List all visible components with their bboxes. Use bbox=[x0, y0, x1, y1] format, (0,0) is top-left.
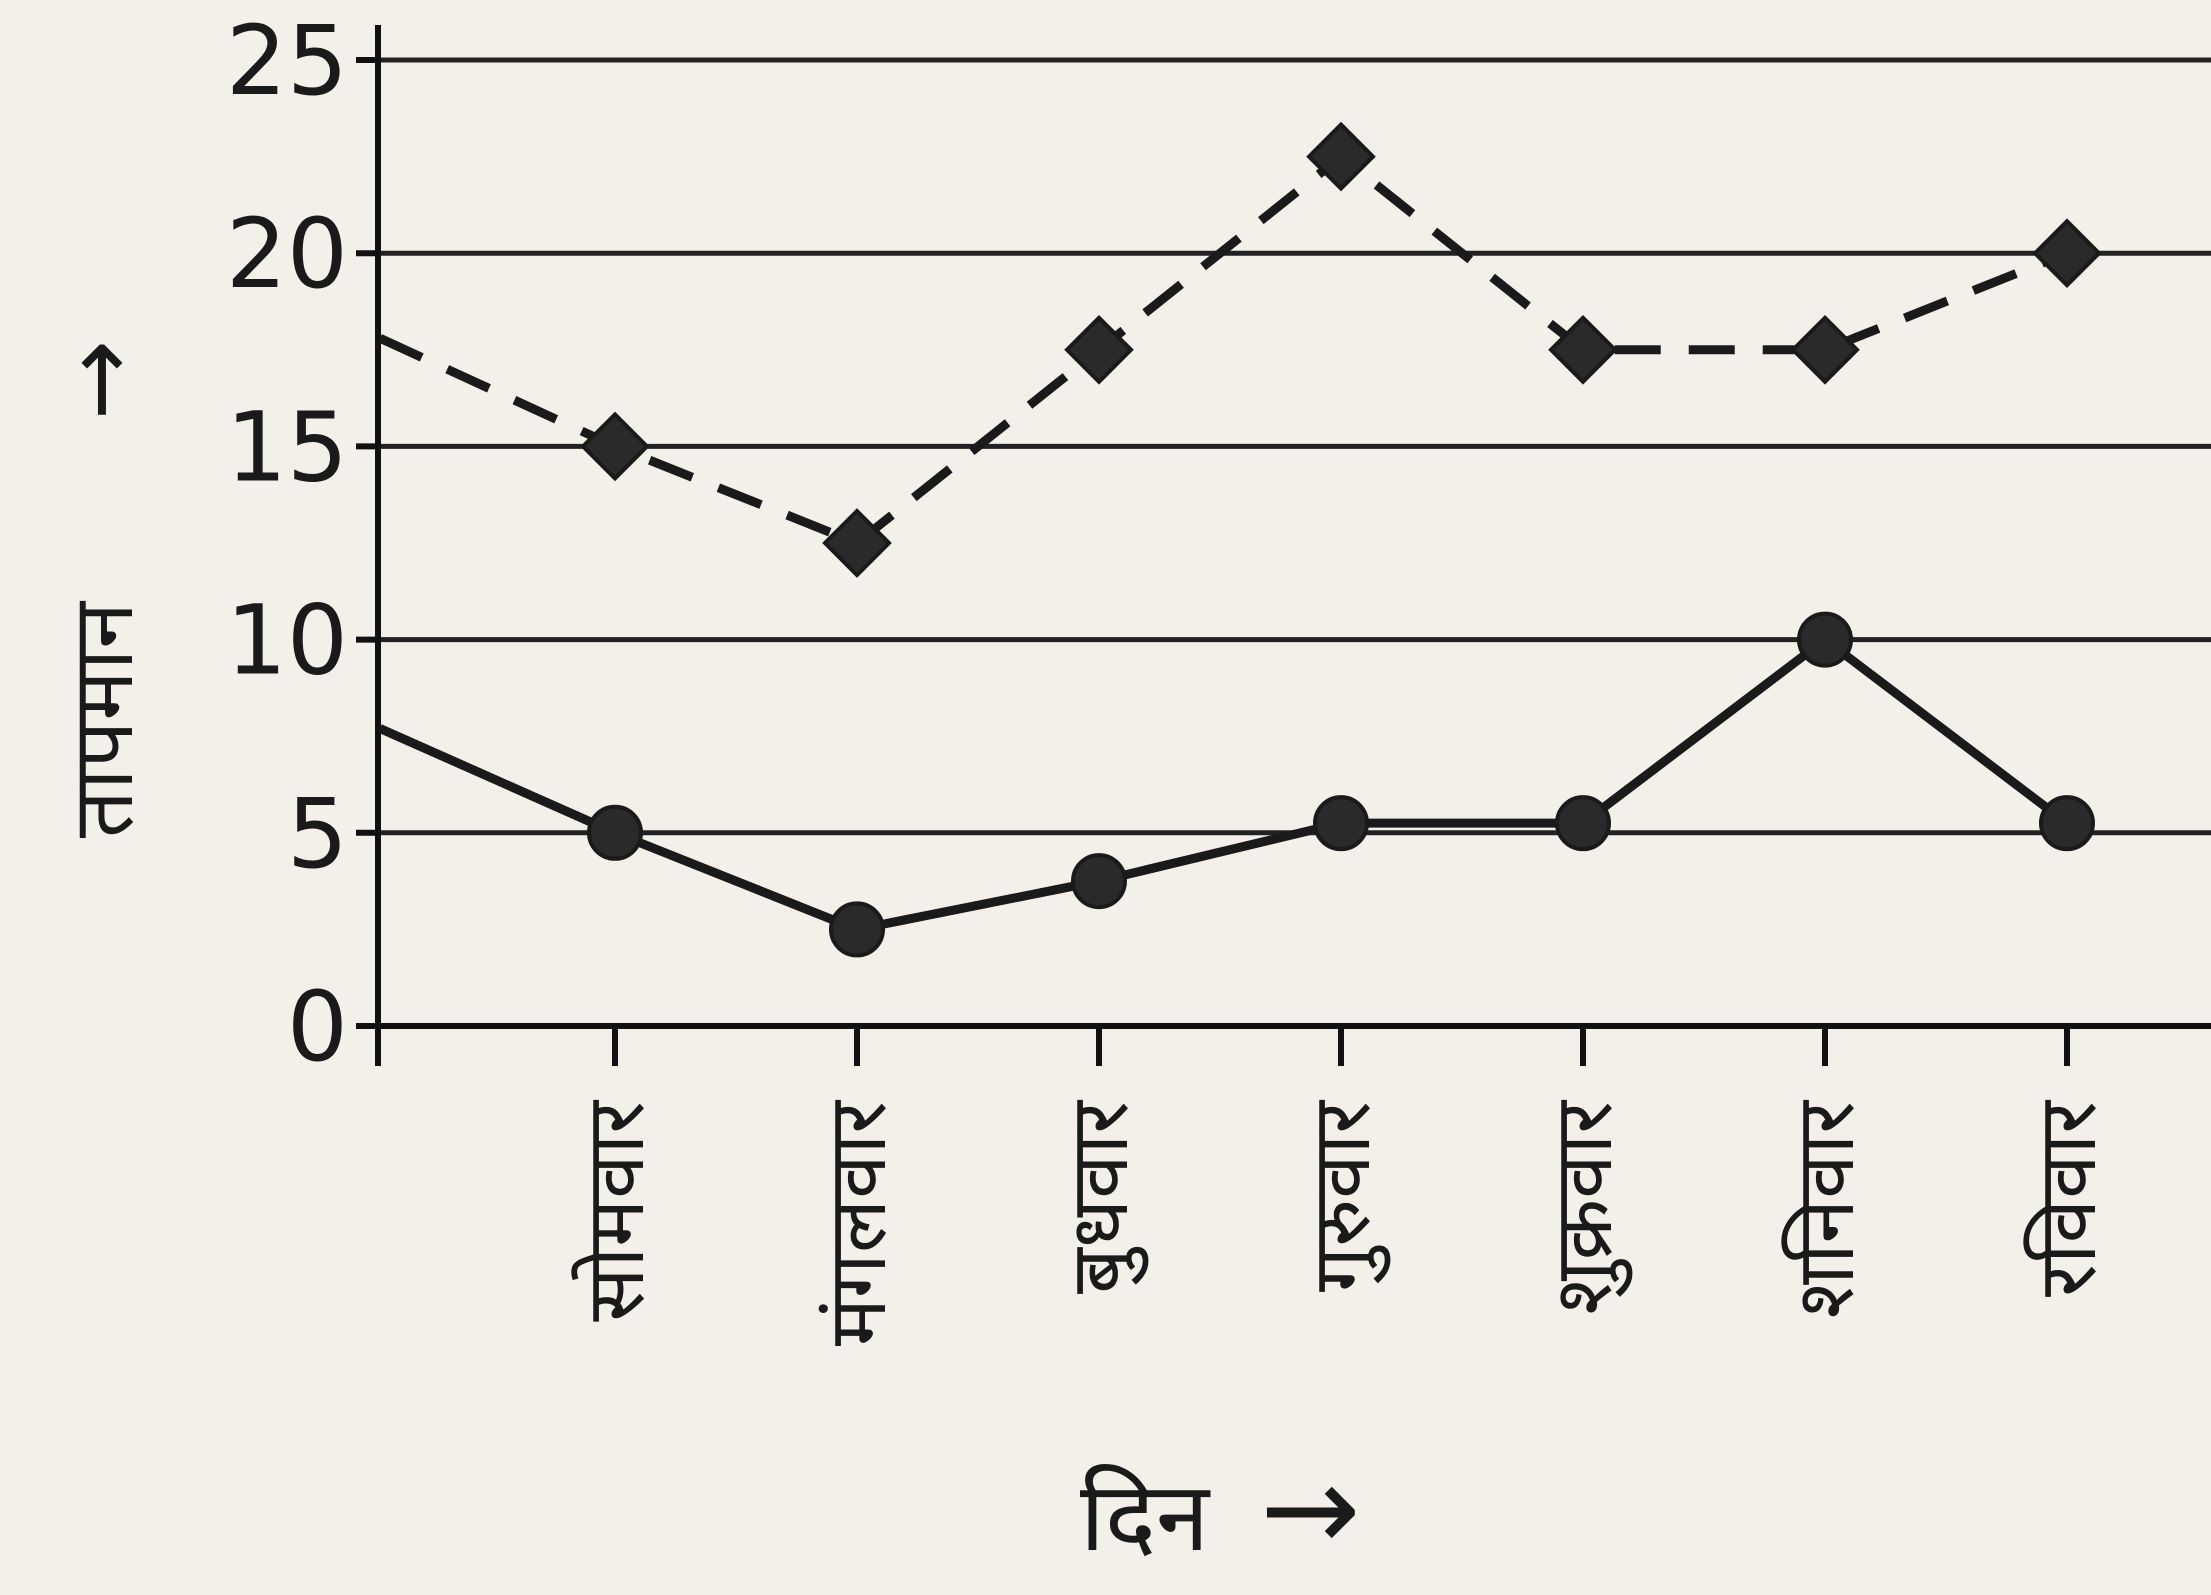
series-2-point-7 bbox=[2039, 795, 2095, 852]
series-2-point-5 bbox=[1555, 795, 1611, 852]
series-1-point-1 bbox=[580, 411, 650, 482]
series-2-point-6 bbox=[1797, 611, 1853, 668]
y-tick-label-25: 25 bbox=[226, 5, 348, 117]
series-2-point-1 bbox=[587, 804, 643, 861]
axis-labels: 0 5 10 15 20 25 सोमवार मंगलवार बुधवार गुरुवार शुक्… bbox=[226, 5, 2114, 1346]
axes bbox=[356, 25, 2211, 1066]
x-tick-label-3: बुधवार bbox=[1053, 1100, 1149, 1294]
series-line-1 bbox=[378, 150, 2069, 549]
x-tick-label-4: गुरुवार bbox=[1295, 1100, 1391, 1292]
series-1-point-7 bbox=[2032, 218, 2102, 289]
series-2-point-4 bbox=[1313, 795, 1369, 852]
gridlines bbox=[378, 57, 2211, 836]
x-axis-arrow: → bbox=[1260, 1440, 1361, 1579]
x-tick-label-6: शनिवार bbox=[1779, 1100, 1872, 1319]
series-1-point-2 bbox=[822, 508, 892, 578]
series-2-point-3 bbox=[1071, 853, 1127, 910]
x-tick-label-1: सोमवार bbox=[569, 1100, 662, 1322]
series-lines bbox=[378, 150, 2070, 935]
series-1-point-3 bbox=[1064, 314, 1134, 385]
y-tick-label-10: 10 bbox=[226, 585, 348, 697]
y-tick-label-20: 20 bbox=[226, 198, 348, 310]
y-tick-label-0: 0 bbox=[287, 971, 348, 1083]
y-tick-label-15: 15 bbox=[226, 391, 348, 503]
series-line-2 bbox=[378, 633, 2070, 935]
y-tick-label-5: 5 bbox=[287, 778, 348, 890]
series-1-point-4 bbox=[1306, 121, 1376, 192]
x-tick-label-7: रविवार bbox=[2021, 1100, 2114, 1297]
y-axis-title: तापमान bbox=[54, 601, 152, 838]
y-axis-arrow: → bbox=[43, 340, 155, 420]
x-tick-label-5: शुक्रवार bbox=[1537, 1100, 1633, 1315]
data-markers bbox=[580, 121, 2102, 958]
axis-titles: तापमान → दिन → bbox=[43, 340, 1361, 1579]
x-axis-title: दिन bbox=[1080, 1461, 1211, 1573]
series-2-point-2 bbox=[829, 901, 885, 958]
x-tick-label-2: मंगलवार bbox=[811, 1100, 904, 1346]
series-1-point-6 bbox=[1790, 314, 1860, 385]
series-1-point-5 bbox=[1548, 314, 1618, 385]
